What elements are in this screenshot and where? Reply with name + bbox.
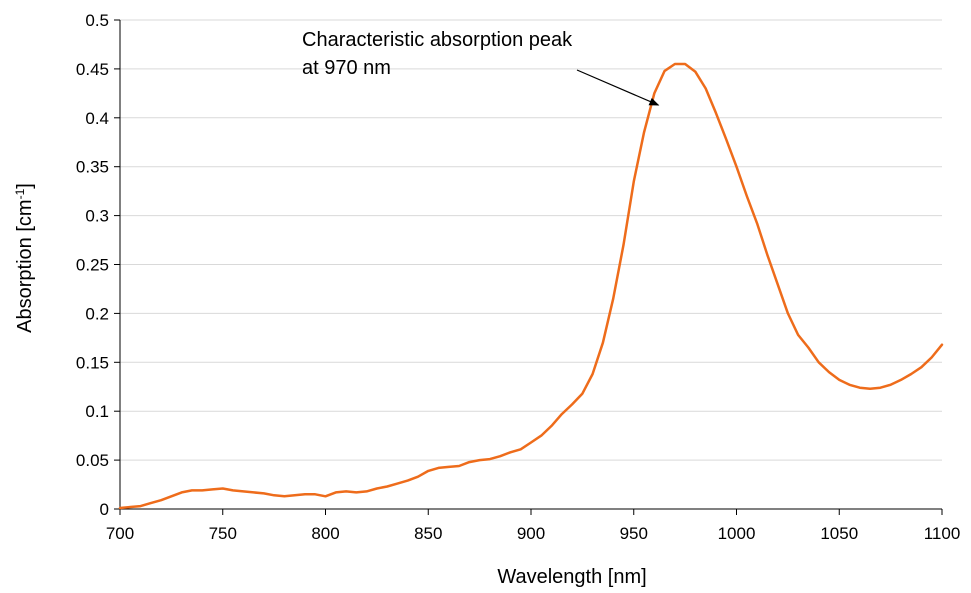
series-layer: [118, 62, 944, 510]
x-tick-label: 950: [620, 524, 648, 543]
annotation-label: at 970 nm: [302, 57, 391, 79]
y-axis-title-superscript: -1: [13, 188, 27, 199]
x-tick-label: 1000: [718, 524, 756, 543]
x-tick-label: 1050: [820, 524, 858, 543]
x-tick-label: 750: [209, 524, 237, 543]
absorption-series-line: [118, 62, 944, 510]
x-axis-title: Wavelength [nm]: [497, 566, 646, 588]
x-tick-label: 900: [517, 524, 545, 543]
x-tick-label: 700: [106, 524, 134, 543]
y-tick-label: 0.4: [85, 109, 109, 128]
y-tick-label: 0.15: [76, 353, 109, 372]
annotation-layer: Characteristic absorption peak at 970 nm: [302, 29, 660, 106]
annotation-label: Characteristic absorption peak: [302, 29, 573, 51]
y-tick-label: 0.1: [85, 402, 109, 421]
y-tick-label: 0.05: [76, 451, 109, 470]
y-axis-title-suffix: ]: [14, 183, 36, 189]
axes: [114, 19, 943, 515]
y-tick-label: 0.25: [76, 256, 109, 275]
gridlines: [120, 19, 942, 461]
y-tick-label: 0.35: [76, 158, 109, 177]
y-tick-label: 0.2: [85, 304, 109, 323]
x-tick-label: 1100: [924, 524, 961, 543]
tick-labels: 0 0.05 0.1 0.15 0.2 0.25 0.3 0.35 0.4 0.45 0.5 700 7…: [76, 11, 960, 543]
y-axis-title-main: Absorption [cm: [14, 199, 36, 332]
y-tick-label: 0.45: [76, 60, 109, 79]
x-tick-label: 850: [414, 524, 442, 543]
y-tick-label: 0.3: [85, 207, 109, 226]
y-axis-title: Absorption [cm-1]: [13, 183, 36, 333]
annotation-arrow: [576, 69, 660, 106]
x-tick-label: 800: [311, 524, 339, 543]
y-tick-label: 0.5: [85, 11, 109, 30]
y-tick-label: 0: [100, 500, 109, 519]
